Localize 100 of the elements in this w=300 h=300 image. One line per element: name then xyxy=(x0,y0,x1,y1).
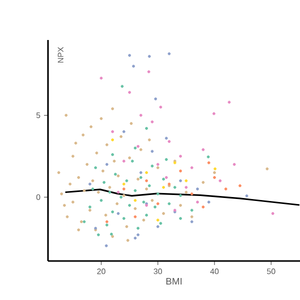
point xyxy=(156,192,160,196)
point xyxy=(159,222,162,225)
point xyxy=(104,214,108,217)
point xyxy=(156,218,160,222)
point xyxy=(202,148,205,152)
point xyxy=(162,186,165,189)
point xyxy=(148,54,151,58)
line-series xyxy=(64,188,300,206)
point xyxy=(190,192,194,196)
point xyxy=(139,171,142,174)
point xyxy=(190,166,194,170)
point xyxy=(116,174,120,178)
point xyxy=(164,158,168,161)
point xyxy=(232,162,236,166)
point xyxy=(82,189,86,192)
point xyxy=(96,190,100,194)
point xyxy=(128,90,131,94)
point xyxy=(271,212,274,215)
point xyxy=(120,135,122,138)
point xyxy=(116,212,120,215)
point xyxy=(190,208,194,212)
point xyxy=(139,114,142,117)
point xyxy=(145,126,148,130)
point xyxy=(184,190,188,194)
point xyxy=(125,225,128,228)
point xyxy=(111,210,114,214)
point xyxy=(105,220,108,224)
point xyxy=(156,225,160,228)
point xyxy=(96,233,100,236)
point xyxy=(128,156,131,160)
point xyxy=(111,153,114,156)
point xyxy=(60,192,64,196)
point xyxy=(126,238,130,242)
point xyxy=(86,162,89,166)
point xyxy=(150,164,154,168)
point xyxy=(77,228,80,232)
point xyxy=(173,186,176,189)
point xyxy=(156,202,160,206)
point xyxy=(132,64,135,68)
point xyxy=(100,198,103,202)
point xyxy=(212,112,216,116)
point xyxy=(134,207,137,210)
point xyxy=(134,146,137,150)
point xyxy=(134,189,137,192)
point xyxy=(88,206,92,208)
point xyxy=(71,200,74,204)
point xyxy=(82,220,86,224)
point xyxy=(111,138,114,142)
point xyxy=(139,148,142,152)
point xyxy=(162,212,165,215)
point xyxy=(168,202,171,206)
point xyxy=(179,154,182,158)
point xyxy=(94,166,98,170)
point xyxy=(120,196,122,199)
x-axis-title: BMI xyxy=(166,278,182,285)
point xyxy=(213,176,216,179)
point xyxy=(122,160,126,163)
point xyxy=(154,97,158,100)
point xyxy=(82,134,85,136)
point xyxy=(80,220,83,224)
point xyxy=(190,220,194,224)
point xyxy=(95,152,98,154)
point xyxy=(88,182,92,186)
point xyxy=(156,162,160,166)
point xyxy=(145,171,148,174)
point xyxy=(122,194,126,197)
point xyxy=(134,215,137,218)
point xyxy=(147,70,150,74)
point xyxy=(105,224,108,226)
point xyxy=(136,226,140,230)
point xyxy=(120,84,124,88)
point xyxy=(145,188,148,190)
point xyxy=(190,215,194,218)
point xyxy=(101,170,104,172)
point xyxy=(202,206,205,208)
point xyxy=(77,176,80,179)
point xyxy=(164,176,168,179)
point xyxy=(179,194,182,197)
point xyxy=(116,190,120,194)
point xyxy=(130,122,133,125)
point xyxy=(196,188,199,190)
point xyxy=(207,161,210,164)
point xyxy=(156,166,160,170)
point xyxy=(64,114,68,117)
point xyxy=(218,179,222,182)
point xyxy=(224,188,228,190)
point xyxy=(136,144,140,148)
point xyxy=(88,208,92,212)
point xyxy=(142,218,146,222)
point xyxy=(105,143,108,146)
point xyxy=(148,184,151,188)
point xyxy=(238,184,242,188)
point xyxy=(130,160,134,163)
point xyxy=(128,54,131,57)
point xyxy=(122,182,126,186)
point xyxy=(136,178,140,181)
point xyxy=(66,215,69,218)
point xyxy=(266,167,269,170)
point xyxy=(162,178,165,181)
point xyxy=(116,202,119,206)
